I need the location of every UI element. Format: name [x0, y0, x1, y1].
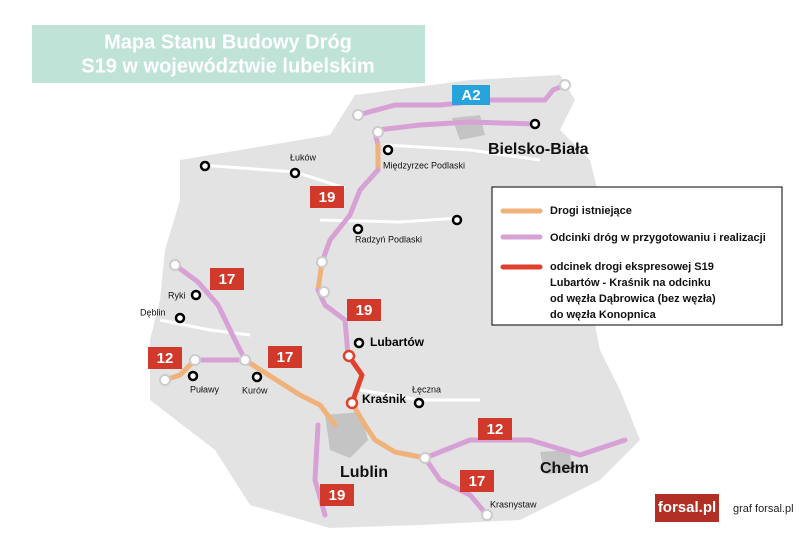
- place: Dęblin: [140, 307, 166, 317]
- footer: forsal.pl graf forsal.pl: [655, 494, 794, 522]
- place: Lublin: [340, 464, 388, 481]
- title-box: Mapa Stanu Budowy Dróg S19 w województwi…: [32, 25, 425, 83]
- place-labels: Bielsko-Biała Łuków Międzyrzec Podlaski …: [140, 141, 589, 509]
- place: Puławy: [190, 384, 220, 394]
- badges: A2 19 19 19 17 17 17 12 12: [148, 85, 512, 506]
- title-line: Mapa Stanu Budowy Dróg: [104, 31, 352, 53]
- badge: 17: [469, 473, 486, 490]
- legend-item: Lubartów - Kraśnik na odcinku: [550, 277, 711, 289]
- badge: 12: [157, 350, 174, 367]
- legend-item: Drogi istniejące: [550, 205, 632, 217]
- logo: forsal.pl: [658, 499, 716, 516]
- place: Łęczna: [412, 384, 441, 394]
- place: Łuków: [290, 152, 317, 162]
- place: Krasnystaw: [490, 499, 537, 509]
- place: Bielsko-Biała: [488, 141, 589, 158]
- place: Chełm: [540, 460, 589, 477]
- badge: 12: [487, 421, 504, 438]
- badge: 19: [329, 487, 346, 504]
- legend-item: Odcinki dróg w przygotowaniu i realizacj…: [550, 232, 766, 244]
- place: Kurów: [242, 385, 268, 395]
- legend-item: do węzła Konopnica: [550, 309, 657, 321]
- title-line: S19 w województwie lubelskim: [81, 55, 374, 77]
- place: Radzyń Podlaski: [355, 234, 422, 244]
- badge: 17: [219, 271, 236, 288]
- towns: [174, 118, 541, 409]
- badge: 19: [356, 302, 373, 319]
- badge: 17: [277, 349, 294, 366]
- place: Lubartów: [370, 335, 425, 349]
- place: Międzyrzec Podlaski: [383, 160, 465, 170]
- legend-item: od węzła Dąbrowica (bez węzła): [550, 293, 716, 305]
- legend: Drogi istniejące Odcinki dróg w przygoto…: [491, 186, 783, 326]
- credit: graf forsal.pl: [733, 503, 794, 515]
- place: Ryki: [168, 290, 186, 300]
- badge: 19: [319, 189, 336, 206]
- legend-item: odcinek drogi ekspresowej S19: [550, 261, 714, 273]
- junctions: [159, 79, 571, 521]
- place: Kraśnik: [362, 392, 406, 406]
- badge: A2: [461, 87, 480, 104]
